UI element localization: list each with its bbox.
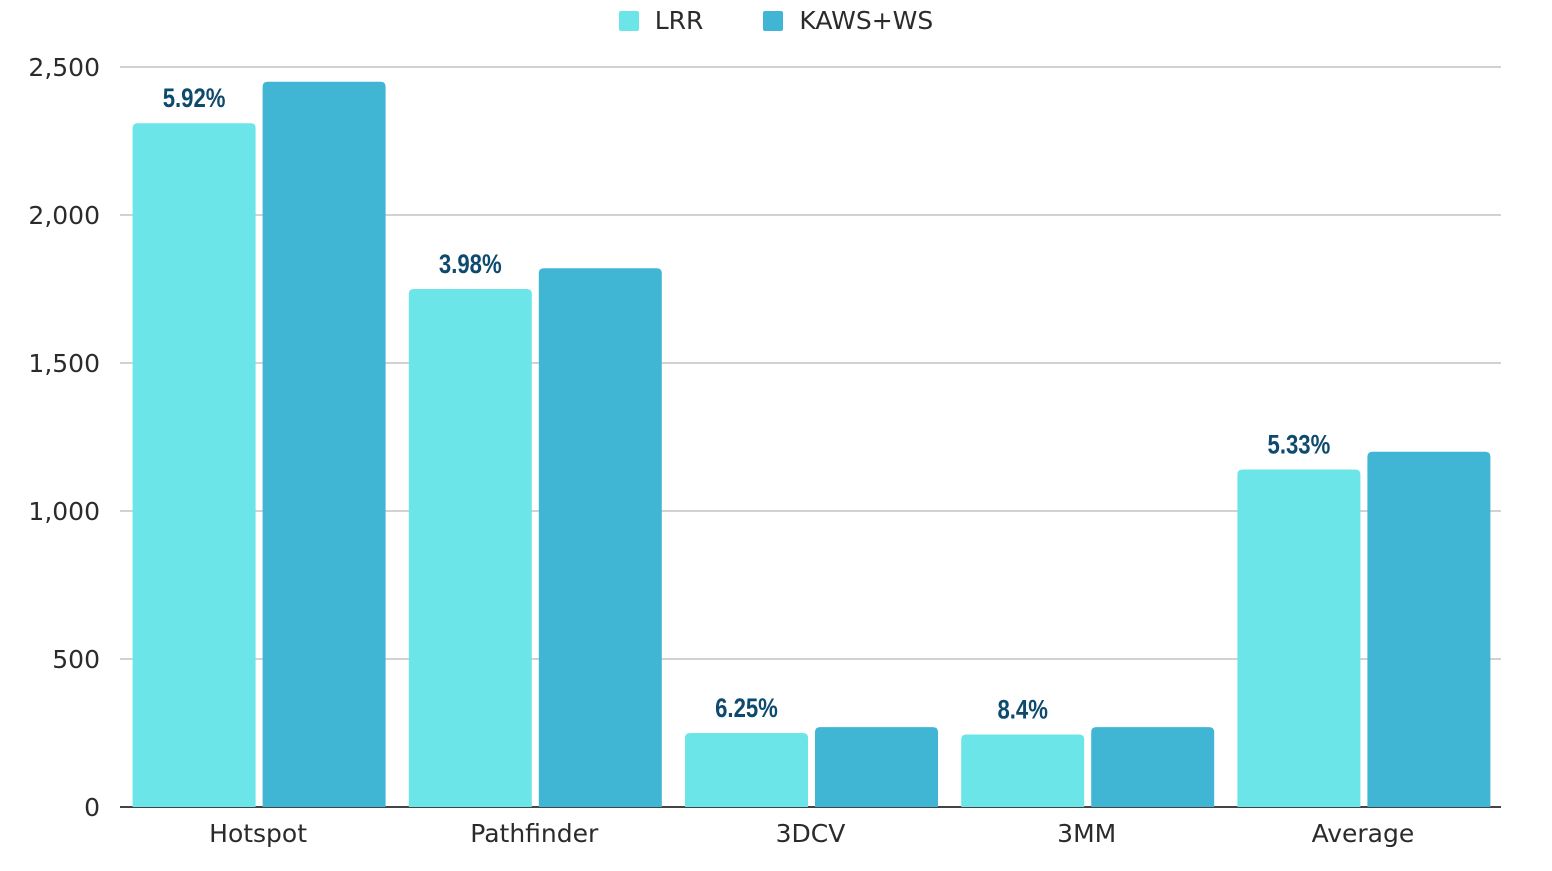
x-tick-label: 3DCV: [776, 819, 846, 848]
y-tick-label: 500: [52, 645, 100, 674]
legend-label-kaws-ws: KAWS+WS: [799, 6, 934, 35]
bar-kaws-ws-pathfinder: [538, 268, 662, 807]
x-tick-label: Hotspot: [209, 819, 307, 848]
legend-swatch-kaws-ws: [763, 10, 784, 31]
data-label-percent: 5.33%: [1268, 431, 1331, 461]
bar-lrr-pathfinder: [408, 289, 532, 807]
bar-kaws-ws-3mm: [1091, 727, 1215, 807]
y-tick-label: 0: [84, 793, 100, 822]
legend-item-lrr: LRR: [618, 6, 704, 35]
y-tick-label: 1,500: [28, 349, 100, 378]
legend-item-kaws-ws: KAWS+WS: [763, 6, 933, 35]
x-tick-label: 3MM: [1057, 819, 1116, 848]
data-label-percent: 5.92%: [163, 84, 226, 114]
y-tick-label: 1,000: [28, 497, 100, 526]
bar-lrr-3mm: [961, 734, 1085, 807]
chart-legend: LRR KAWS+WS: [0, 6, 1552, 35]
data-label-percent: 3.98%: [439, 250, 502, 280]
y-tick-label: 2,000: [28, 201, 100, 230]
x-tick-label: Average: [1312, 819, 1415, 848]
bar-lrr-hotspot: [132, 123, 256, 808]
legend-swatch-lrr: [618, 10, 639, 31]
data-label-percent: 8.4%: [997, 696, 1047, 726]
legend-label-lrr: LRR: [654, 6, 704, 35]
bar-kaws-ws-hotspot: [262, 81, 386, 808]
bar-lrr-3dcv: [685, 733, 808, 807]
bar-kaws-ws-average: [1367, 451, 1491, 807]
bar-lrr-average: [1237, 469, 1361, 807]
x-tick-label: Pathfinder: [470, 819, 599, 848]
bar-kaws-ws-3dcv: [815, 727, 938, 807]
y-tick-label: 2,500: [28, 53, 100, 82]
data-label-percent: 6.25%: [715, 694, 778, 724]
